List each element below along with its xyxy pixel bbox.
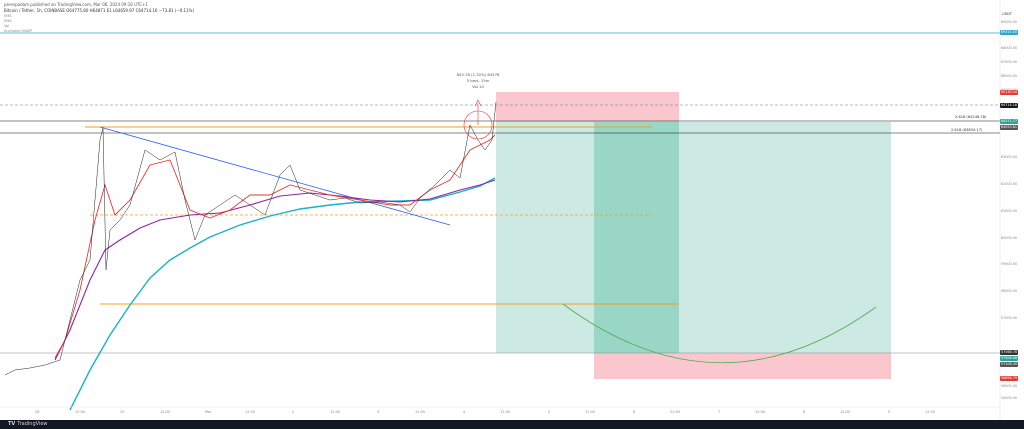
time-axis-label: 12:00 [670, 410, 681, 414]
currency-label[interactable]: USDT [1002, 12, 1012, 16]
price-axis-label: 58000.00 [1000, 289, 1018, 293]
indicator-legend-4[interactable]: Anchored VWAP [4, 29, 32, 33]
time-axis-label: 29 [120, 410, 125, 414]
fib-label-1: 2.618 (64248.78) [955, 115, 987, 119]
time-axis-label: Mar [205, 410, 212, 414]
price-axis-label: 61000.00 [1000, 209, 1018, 213]
price-axis-label: 56000.00 [1000, 384, 1018, 388]
time-axis-label: 12:00 [330, 410, 341, 414]
price-tag-dark: 57568.78 [1000, 350, 1018, 355]
brand-label: TradingView [17, 421, 48, 427]
time-axis-label: 12:00 [840, 410, 851, 414]
measure-tooltip: 843.78 (1.32%) 84378 5 bars, 15m Vol 10 [448, 72, 508, 90]
time-axis-label: 9 [888, 410, 891, 414]
time-axis-label: 12:00 [160, 410, 171, 414]
ohlc-legend[interactable]: Bitcoin / Tether, 1h, COINBASE O64775.80… [4, 8, 194, 13]
measure-line-2: 5 bars, 15m [466, 78, 490, 83]
time-axis-label: 3 [377, 410, 380, 414]
time-axis-label: 8 [803, 410, 806, 414]
price-tag-green: 64371.77 [1000, 119, 1018, 124]
time-axis-label: 28 [35, 410, 40, 414]
chart-svg[interactable] [0, 0, 1024, 420]
time-axis-label: 6 [633, 410, 636, 414]
price-axis-label: 57000.00 [1000, 316, 1018, 320]
price-tag-grey-2: 57108.39 [1000, 362, 1018, 367]
time-axis-label: 12:00 [245, 410, 256, 414]
blue-trendline [99, 126, 451, 226]
ema-purple [54, 179, 496, 361]
price-tag-grey: 64053.81 [1000, 125, 1018, 130]
green-arc [562, 303, 877, 364]
price-axis-label: 63000.00 [1000, 155, 1018, 159]
ema-cyan [69, 177, 496, 411]
price-axis-label: 62000.00 [1000, 182, 1018, 186]
overlap-zone [594, 122, 679, 353]
time-axis-label: 4 [463, 410, 466, 414]
price-axis-label: 55000.00 [1000, 396, 1018, 400]
indicator-legend-3[interactable]: Vol [4, 24, 10, 28]
time-axis-label: 2 [292, 410, 295, 414]
time-axis-label: 12:00 [755, 410, 766, 414]
price-axis-label: 66000.00 [1000, 74, 1018, 78]
measure-line-3: Vol 10 [472, 84, 484, 89]
price-axis-label: 68000.00 [1000, 46, 1018, 50]
publisher-line: perespadam published on TradingView.com,… [4, 2, 148, 7]
price-tag-red-2: 56696.79 [1000, 376, 1018, 381]
price-axis-label: 67000.00 [1000, 60, 1018, 64]
price-tag-red: 65130.44 [1000, 90, 1018, 95]
tradingview-logo-icon: TV [8, 421, 16, 427]
measure-arrow-head [474, 99, 482, 107]
time-axis-label: 12:00 [415, 410, 426, 414]
indicator-legend-2[interactable]: EMA [4, 19, 12, 23]
price-axis-label: 59000.00 [1000, 262, 1018, 266]
tradingview-brand[interactable]: TV TradingView [8, 421, 48, 428]
price-axis-label: 69000.00 [1000, 20, 1018, 24]
indicator-legend-1[interactable]: EMA [4, 14, 12, 18]
measure-line-1: 843.78 (1.32%) 84378 [456, 72, 500, 77]
time-axis-label: 12:00 [925, 410, 936, 414]
price-tag-current: 64714.16 [1000, 103, 1018, 108]
long-position-stop-zone [594, 353, 891, 379]
price-line [4, 101, 497, 376]
short-position-stop-zone [496, 92, 679, 122]
fib-label-2: 2.618 (63854.17) [951, 128, 983, 132]
time-axis-label: 7 [718, 410, 721, 414]
price-axis-label: 60000.00 [1000, 236, 1018, 240]
time-axis-label: 12:00 [75, 410, 86, 414]
footer-bar: TV TradingView [0, 420, 1024, 429]
time-axis-label: 12:00 [500, 410, 511, 414]
price-tag-cyan: 69315.00 [1000, 30, 1018, 35]
time-axis-label: 12:00 [585, 410, 596, 414]
time-axis-label: 5 [548, 410, 551, 414]
ema-red [54, 134, 496, 359]
price-tag-green-2: 57506.06 [1000, 356, 1018, 361]
